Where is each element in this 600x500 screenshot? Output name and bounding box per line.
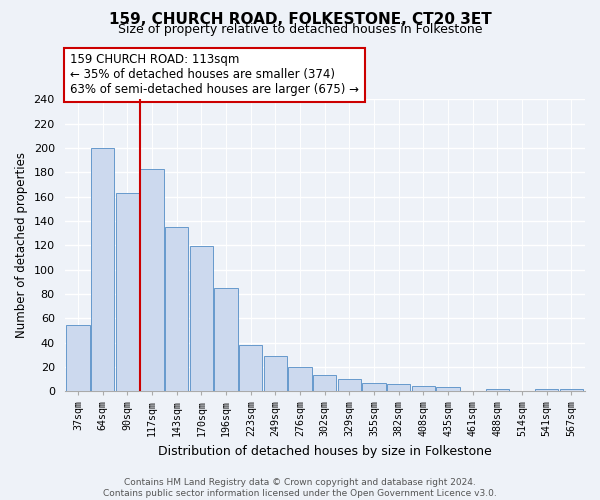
Bar: [412, 386, 435, 391]
Bar: [165, 227, 188, 391]
Bar: [264, 356, 287, 391]
Bar: [214, 288, 238, 391]
Bar: [289, 367, 312, 391]
Bar: [67, 326, 90, 391]
Y-axis label: Number of detached properties: Number of detached properties: [15, 152, 28, 338]
Bar: [560, 388, 583, 391]
Text: 159 CHURCH ROAD: 113sqm
← 35% of detached houses are smaller (374)
63% of semi-d: 159 CHURCH ROAD: 113sqm ← 35% of detache…: [70, 54, 359, 96]
Bar: [116, 193, 139, 391]
Text: 159, CHURCH ROAD, FOLKESTONE, CT20 3ET: 159, CHURCH ROAD, FOLKESTONE, CT20 3ET: [109, 12, 491, 28]
Bar: [313, 376, 337, 391]
Bar: [91, 148, 115, 391]
Bar: [436, 388, 460, 391]
Bar: [338, 379, 361, 391]
Text: Size of property relative to detached houses in Folkestone: Size of property relative to detached ho…: [118, 24, 482, 36]
Bar: [486, 388, 509, 391]
Bar: [140, 168, 164, 391]
Text: Contains HM Land Registry data © Crown copyright and database right 2024.
Contai: Contains HM Land Registry data © Crown c…: [103, 478, 497, 498]
Bar: [362, 382, 386, 391]
X-axis label: Distribution of detached houses by size in Folkestone: Distribution of detached houses by size …: [158, 444, 491, 458]
Bar: [239, 345, 262, 391]
Bar: [535, 388, 559, 391]
Bar: [387, 384, 410, 391]
Bar: [190, 246, 213, 391]
